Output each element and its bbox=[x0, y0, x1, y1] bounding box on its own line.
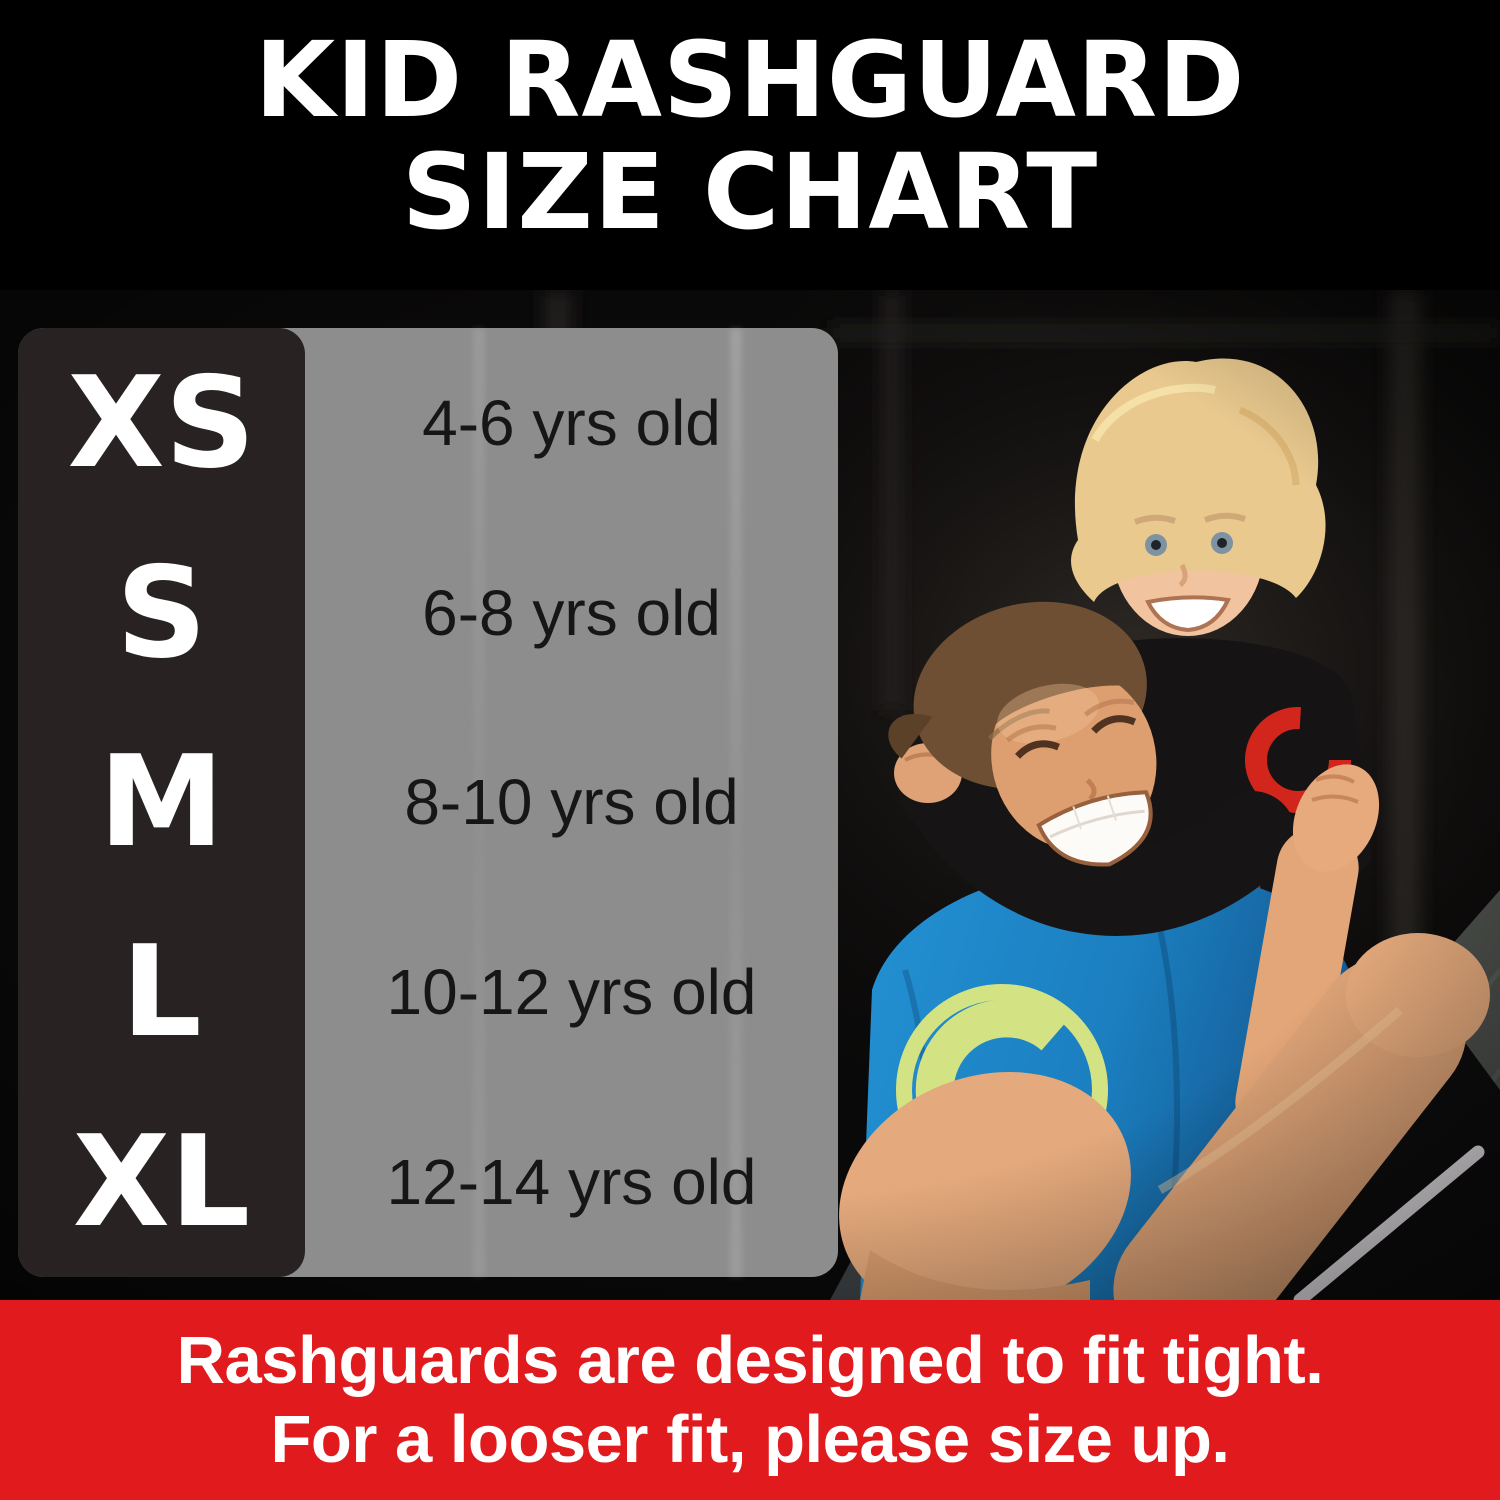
size-label-s: S bbox=[116, 538, 207, 686]
age-label-m: 8-10 yrs old bbox=[404, 766, 739, 839]
table-row: M 8-10 yrs old bbox=[18, 708, 838, 898]
size-label-xs: XS bbox=[67, 348, 256, 496]
table-row: S 6-8 yrs old bbox=[18, 518, 838, 708]
size-label-l: L bbox=[121, 918, 202, 1066]
size-column-background bbox=[18, 328, 305, 1277]
title-line-2: SIZE CHART bbox=[401, 131, 1099, 253]
age-label-l: 10-12 yrs old bbox=[386, 956, 757, 1029]
poster-title: KID RASHGUARD SIZE CHART bbox=[0, 24, 1500, 248]
age-label-xl: 12-14 yrs old bbox=[386, 1146, 757, 1219]
panel-sheen-streak bbox=[473, 328, 485, 1277]
table-row: XS 4-6 yrs old bbox=[18, 328, 838, 518]
fit-note-banner: Rashguards are designed to fit tight. Fo… bbox=[0, 1300, 1500, 1500]
title-line-1: KID RASHGUARD bbox=[254, 19, 1246, 141]
fit-note-line-1: Rashguards are designed to fit tight. bbox=[176, 1323, 1324, 1398]
fit-note-line-2: For a looser fit, please size up. bbox=[270, 1402, 1231, 1477]
age-label-s: 6-8 yrs old bbox=[422, 576, 721, 649]
size-table: XS 4-6 yrs old S 6-8 yrs old M 8-10 yrs … bbox=[18, 328, 838, 1277]
age-label-xs: 4-6 yrs old bbox=[422, 386, 721, 459]
size-label-m: M bbox=[98, 728, 225, 876]
size-rows: XS 4-6 yrs old S 6-8 yrs old M 8-10 yrs … bbox=[18, 328, 838, 1277]
panel-sheen-streak bbox=[730, 328, 742, 1277]
table-row: XL 12-14 yrs old bbox=[18, 1087, 838, 1277]
size-label-xl: XL bbox=[72, 1108, 251, 1256]
table-row: L 10-12 yrs old bbox=[18, 897, 838, 1087]
